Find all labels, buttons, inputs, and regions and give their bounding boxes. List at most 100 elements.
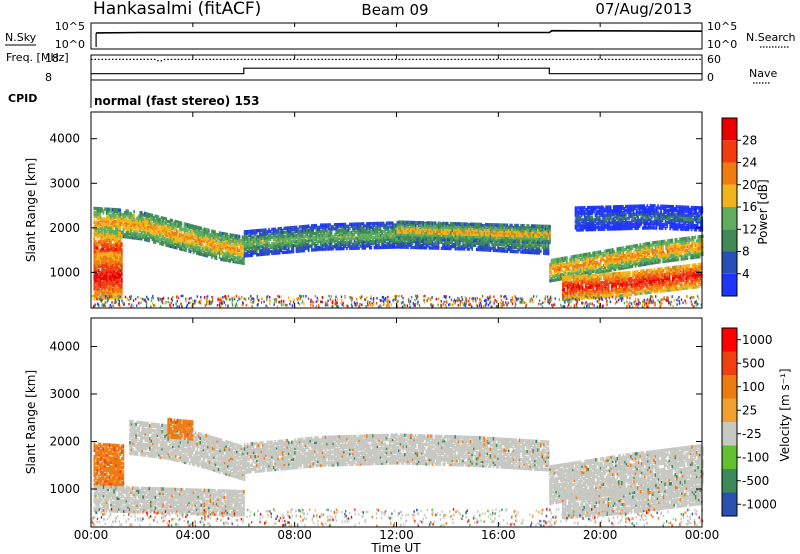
power-cell: [263, 240, 266, 244]
power-cell: [434, 246, 437, 250]
power-cell: [370, 226, 373, 230]
power-cell: [450, 246, 452, 251]
power-cell: [174, 241, 177, 246]
power-cell: [537, 237, 539, 241]
power-cell: [211, 243, 213, 247]
power-cell: [206, 240, 209, 244]
power-cell: [119, 218, 122, 222]
power-cell: [176, 238, 178, 242]
power-cell: [359, 244, 362, 248]
freq-left-label: Freq. [MHz]: [6, 51, 69, 64]
power-cell: [95, 244, 97, 248]
power-cell: [414, 220, 417, 225]
power-cell: [317, 227, 319, 232]
power-cell: [450, 225, 452, 230]
power-cell: [130, 227, 132, 232]
power-cell: [183, 236, 186, 240]
power-cell: [220, 247, 222, 251]
power-cell: [95, 275, 97, 279]
power-cell: [527, 240, 530, 244]
power-cell: [352, 226, 354, 230]
power-cell: [558, 277, 560, 281]
power-cell: [492, 227, 495, 231]
power-cell: [111, 209, 114, 214]
power-cell: [107, 254, 109, 258]
power-cell: [256, 245, 258, 249]
power-cell: [517, 229, 519, 234]
power-cell: [508, 235, 510, 239]
power-cell: [119, 279, 122, 283]
power-cell: [110, 237, 112, 241]
power-cell: [475, 228, 478, 233]
power-cell: [283, 242, 286, 247]
power-cell: [280, 238, 282, 243]
power-cell: [309, 234, 311, 238]
power-cell: [509, 239, 512, 244]
power-cell: [335, 231, 337, 235]
power-cell: [194, 243, 196, 247]
power-cell: [205, 237, 207, 242]
power-cell: [280, 236, 282, 241]
power-cell: [292, 247, 295, 252]
power-cell: [220, 249, 222, 253]
power-cell: [96, 227, 99, 231]
power-cell: [526, 248, 528, 252]
power-cell: [246, 249, 249, 254]
power-cell: [527, 230, 530, 234]
power-cell: [479, 238, 481, 243]
power-cell: [118, 283, 120, 287]
power-cell: [231, 233, 233, 237]
power-cell: [396, 241, 399, 245]
power-cell: [194, 245, 196, 249]
power-cell: [268, 234, 270, 238]
power-cell: [434, 242, 437, 246]
power-cell: [156, 229, 158, 233]
power-cell: [350, 222, 353, 226]
power-cell: [275, 231, 278, 235]
power-cell: [417, 231, 420, 235]
power-cell: [113, 275, 115, 280]
power-cell: [298, 231, 301, 235]
power-cell: [431, 240, 434, 244]
power-cell: [95, 265, 97, 269]
power-cell: [278, 235, 281, 239]
power-cell: [137, 224, 140, 229]
power-cell: [107, 264, 109, 268]
power-cell: [518, 225, 521, 230]
power-cell: [174, 233, 177, 238]
power-cell: [183, 224, 186, 228]
power-cell: [102, 272, 105, 276]
power-cell: [479, 230, 481, 235]
power-cell: [544, 251, 547, 256]
power-cell: [114, 253, 117, 257]
power-cell: [456, 222, 458, 226]
power-cell: [241, 261, 244, 265]
power-cell: [228, 259, 230, 263]
power-cell: [256, 239, 258, 243]
power-cell: [108, 223, 111, 228]
power-cell: [318, 237, 321, 241]
power-cell: [439, 233, 441, 237]
power-cell: [437, 244, 440, 248]
power-cell: [102, 225, 105, 229]
power-cell: [372, 229, 374, 234]
power-cell: [390, 231, 392, 235]
power-cell: [454, 228, 457, 232]
power-cell: [508, 247, 510, 251]
power-cell: [237, 238, 239, 242]
power-cell: [99, 288, 102, 293]
power-cell: [128, 231, 131, 235]
power-cell: [564, 262, 567, 266]
power-cell: [427, 225, 429, 229]
power-cell: [107, 262, 109, 266]
power-cell: [338, 236, 341, 241]
power-cell: [144, 227, 146, 232]
power-cell: [221, 243, 224, 248]
power-cell: [99, 234, 102, 238]
power-cell: [465, 234, 467, 238]
power-cell: [110, 284, 112, 288]
power-cell: [185, 242, 187, 246]
power-cell: [483, 224, 486, 229]
power-cell: [159, 223, 161, 228]
power-cell: [523, 244, 525, 248]
